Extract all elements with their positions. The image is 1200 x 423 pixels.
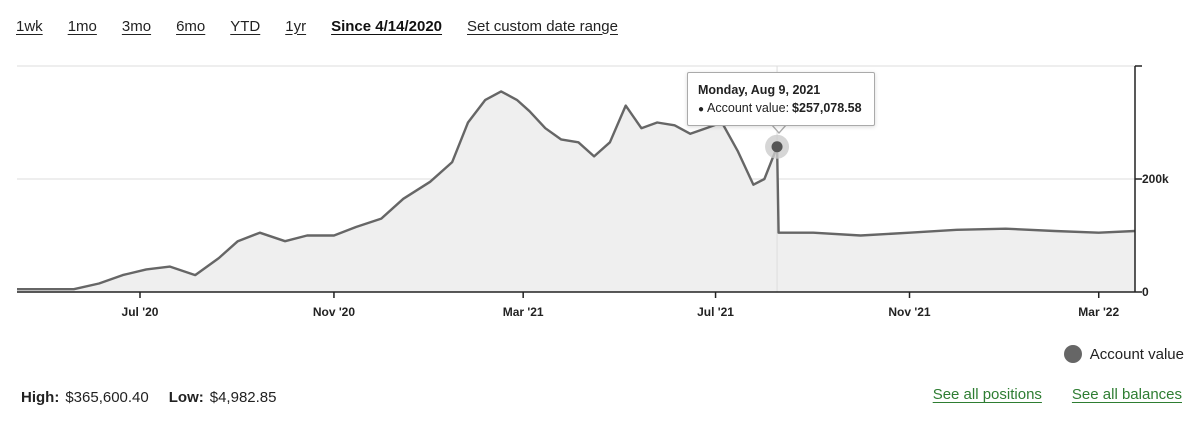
- date-range-selector: 1wk 1mo 3mo 6mo YTD 1yr Since 4/14/2020 Set cus…: [16, 14, 643, 38]
- account-value-chart: 0 200k Jul '20 Nov '20 Mar '21 Jul '21 Nov '21…: [17, 65, 1169, 319]
- see-all-balances-link[interactable]: See all balances: [1071, 386, 1182, 403]
- series-line: [17, 90, 1136, 291]
- highlight-point: [771, 141, 783, 153]
- chart-legend: Account value: [1063, 345, 1184, 363]
- range-3mo-button[interactable]: 3mo: [121, 17, 152, 35]
- legend-dot-icon: [1063, 345, 1082, 363]
- legend-label: Account value: [1089, 345, 1184, 363]
- y-tick-label: 200k: [1142, 172, 1169, 186]
- range-since-4-14-2020-button[interactable]: Since 4/14/2020: [331, 17, 443, 35]
- x-tick-label: Mar '21: [503, 305, 544, 319]
- series-area: [17, 91, 1135, 293]
- chart-tooltip: Monday, Aug 9, 2021 ● Account value: $257,…: [687, 72, 875, 126]
- tooltip-date: Monday, Aug 9, 2021: [698, 83, 821, 97]
- tooltip-row: ● Account value: $257,078.58: [698, 101, 874, 115]
- tooltip-series-name: Account value:: [707, 101, 790, 115]
- range-set-custom-date-range-button[interactable]: Set custom date range: [467, 17, 618, 35]
- high-value: $365,600.40: [65, 389, 149, 406]
- tooltip-pointer-fill: [772, 124, 786, 132]
- range-6mo-button[interactable]: 6mo: [176, 17, 206, 35]
- range-1wk-button[interactable]: 1wk: [16, 17, 43, 35]
- range-1yr-button[interactable]: 1yr: [285, 17, 307, 35]
- see-all-positions-link[interactable]: See all positions: [932, 386, 1042, 403]
- x-tick-label: Nov '20: [313, 305, 356, 319]
- high-label: High:: [21, 389, 60, 406]
- range-1mo-button[interactable]: 1mo: [67, 17, 97, 35]
- y-tick-label: 0: [1142, 285, 1149, 299]
- x-tick-label: Mar '22: [1078, 305, 1119, 319]
- low-value: $4,982.85: [209, 389, 277, 406]
- footer-links: See all positions See all balances: [903, 386, 1182, 403]
- x-tick-label: Jul '21: [697, 305, 734, 319]
- low-label: Low:: [168, 389, 204, 406]
- high-low-stats: High: $365,600.40 Low: $4,982.85: [21, 389, 296, 406]
- tooltip-value: $257,078.58: [792, 101, 862, 115]
- x-tick-label: Jul '20: [122, 305, 159, 319]
- x-tick-label: Nov '21: [888, 305, 931, 319]
- tooltip-series-dot-icon: ●: [698, 104, 705, 115]
- range-ytd-button[interactable]: YTD: [230, 17, 261, 35]
